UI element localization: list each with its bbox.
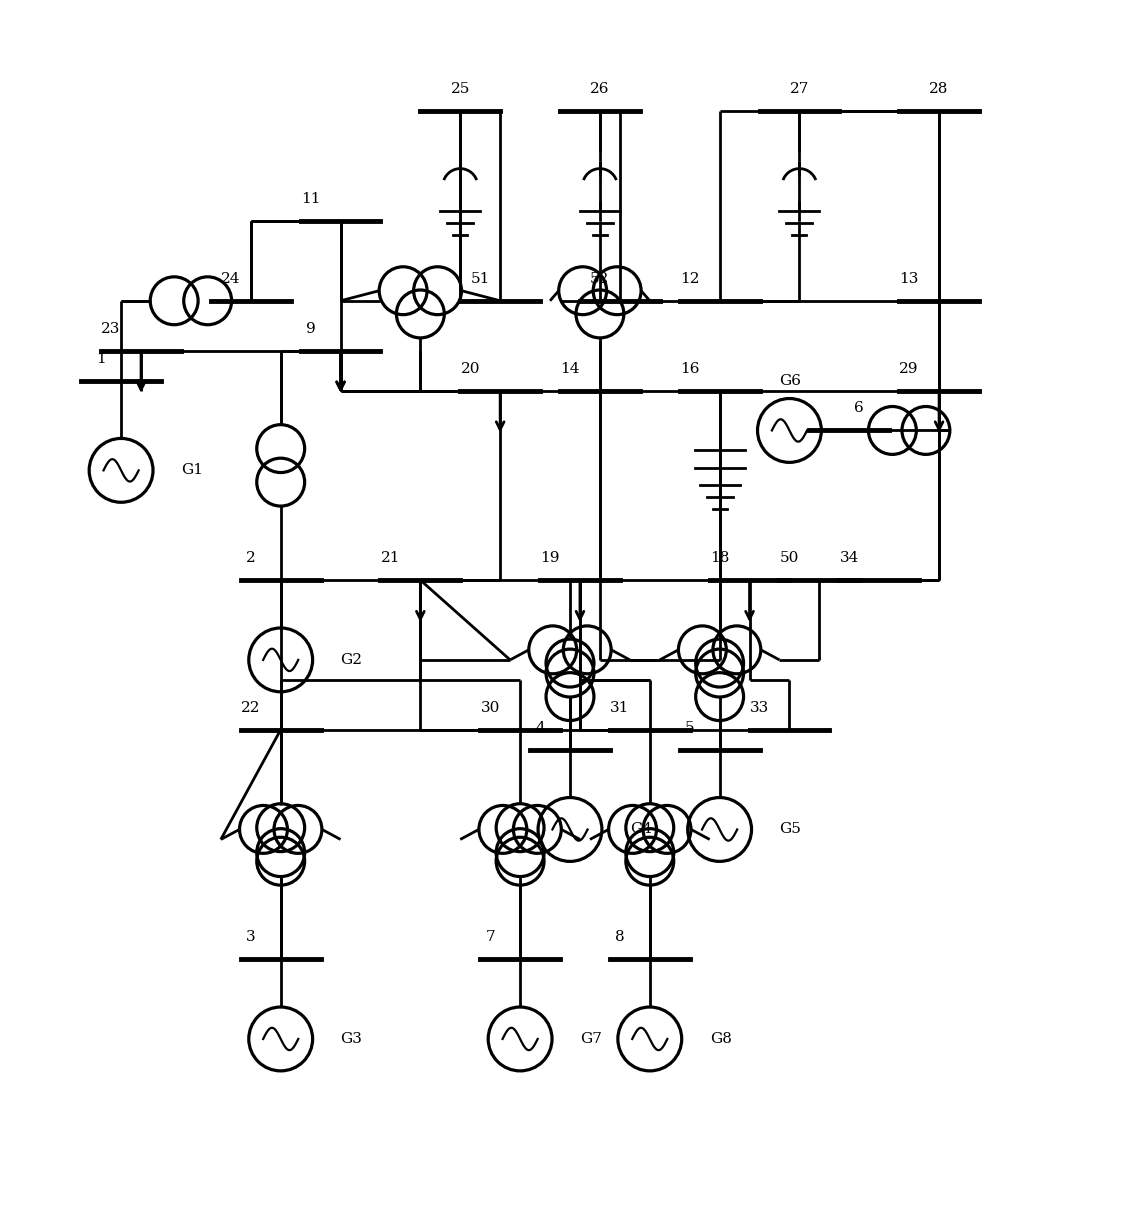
Text: 31: 31	[610, 701, 629, 715]
Text: 33: 33	[750, 701, 770, 715]
Text: 23: 23	[102, 322, 121, 336]
Text: 28: 28	[929, 82, 949, 96]
Text: 14: 14	[560, 362, 580, 375]
Text: 22: 22	[241, 701, 261, 715]
Text: 13: 13	[899, 272, 919, 285]
Text: 21: 21	[381, 551, 400, 565]
Text: G1: G1	[181, 464, 203, 477]
Text: 8: 8	[615, 930, 625, 945]
Text: 27: 27	[790, 82, 809, 96]
Text: 11: 11	[301, 192, 321, 205]
Text: 12: 12	[680, 272, 699, 285]
Text: 3: 3	[246, 930, 255, 945]
Text: 16: 16	[680, 362, 699, 375]
Text: 2: 2	[246, 551, 255, 565]
Text: 5: 5	[685, 721, 695, 734]
Text: 29: 29	[899, 362, 919, 375]
Text: G5: G5	[780, 823, 801, 836]
Text: 6: 6	[854, 401, 864, 416]
Text: G7: G7	[580, 1032, 602, 1046]
Text: 51: 51	[470, 272, 490, 285]
Text: 24: 24	[221, 272, 241, 285]
Text: 25: 25	[451, 82, 470, 96]
Text: G3: G3	[340, 1032, 363, 1046]
Text: G8: G8	[710, 1032, 731, 1046]
Text: 18: 18	[710, 551, 729, 565]
Text: 52: 52	[590, 272, 609, 285]
Text: 30: 30	[480, 701, 499, 715]
Text: 7: 7	[486, 930, 495, 945]
Text: G6: G6	[780, 374, 801, 387]
Text: 20: 20	[461, 362, 480, 375]
Text: 50: 50	[780, 551, 799, 565]
Text: 9: 9	[306, 322, 315, 336]
Text: 26: 26	[590, 82, 610, 96]
Text: 19: 19	[540, 551, 559, 565]
Text: G2: G2	[340, 653, 363, 667]
Text: 4: 4	[536, 721, 545, 734]
Text: 1: 1	[96, 352, 106, 365]
Text: G4: G4	[629, 823, 652, 836]
Text: 34: 34	[840, 551, 859, 565]
